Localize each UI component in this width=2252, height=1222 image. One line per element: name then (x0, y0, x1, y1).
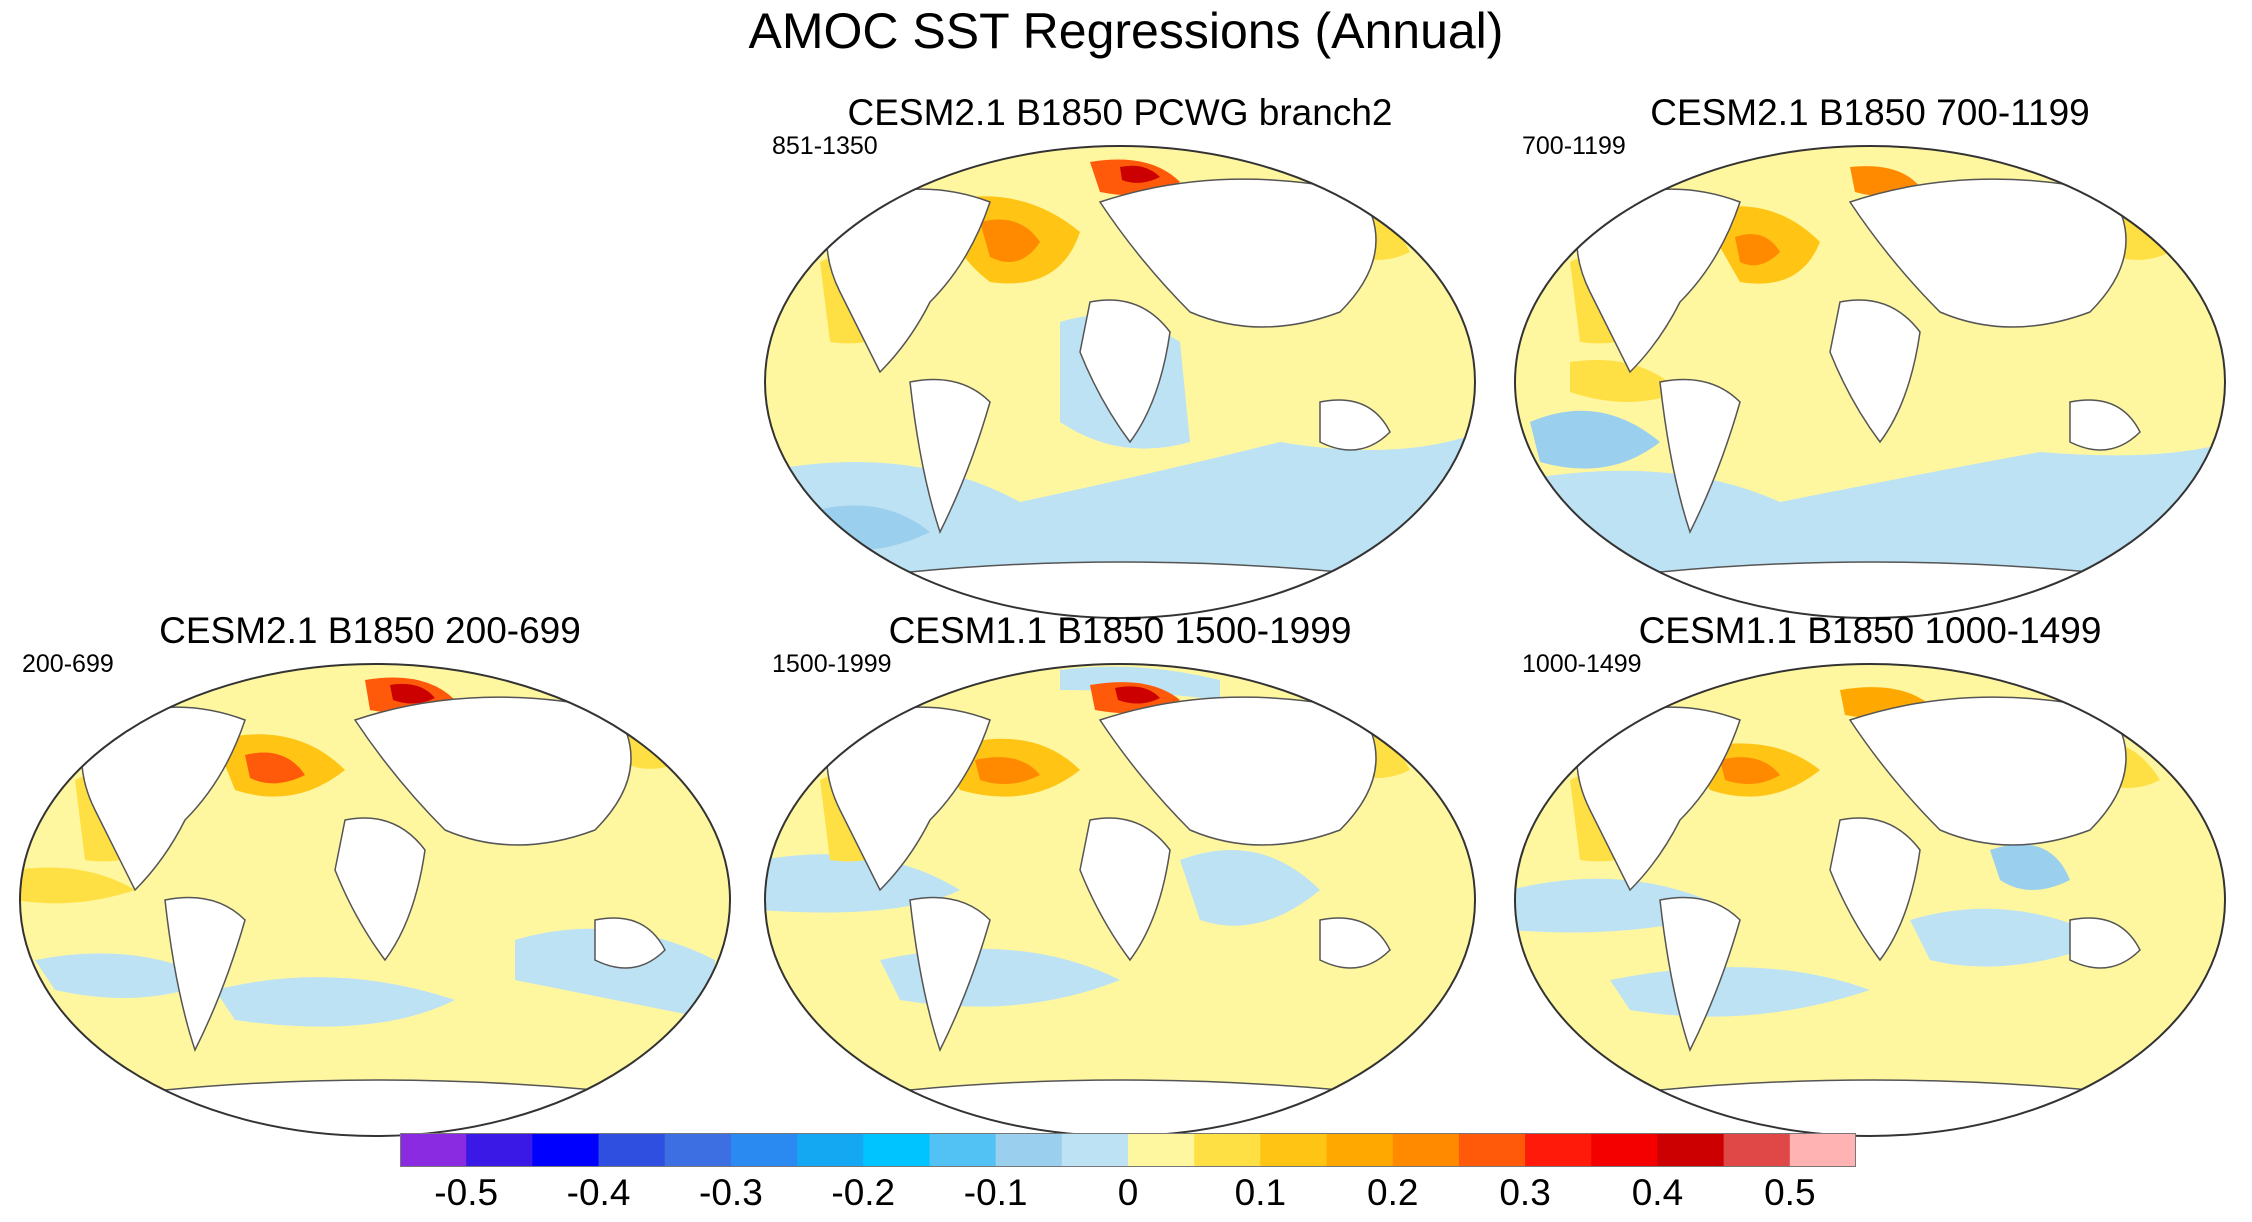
colorbar-swatch (1392, 1133, 1460, 1167)
panel-title: CESM1.1 B1850 1500-1999 (888, 610, 1352, 651)
map-panel-700-1199: CESM2.1 B1850 700-1199 700-1199 (1510, 92, 2230, 622)
sst-regression-map (19, 663, 731, 1137)
colorbar-tick-label: 0 (1117, 1172, 1139, 1213)
colorbar-tick-label: 0.5 (1764, 1172, 1816, 1213)
colorbar-tick-label: 0.4 (1631, 1172, 1684, 1213)
colorbar-swatch (797, 1133, 864, 1167)
panel-title: CESM2.1 B1850 200-699 (159, 610, 581, 651)
panel-title: CESM1.1 B1850 1000-1499 (1638, 610, 2102, 651)
colorbar-swatch (1194, 1133, 1261, 1167)
colorbar-swatch (1326, 1133, 1394, 1167)
panel-title: CESM2.1 B1850 PCWG branch2 (847, 92, 1393, 133)
colorbar-tick-label: 0.2 (1367, 1172, 1419, 1213)
panel-period-label: 851-1350 (772, 132, 878, 160)
colorbar-swatch (929, 1133, 997, 1167)
colorbar-tick-label: -0.4 (566, 1172, 631, 1213)
panel-period-label: 1000-1499 (1522, 650, 1642, 678)
colorbar-swatch (1723, 1133, 1791, 1167)
colorbar-tick-label: -0.1 (963, 1172, 1028, 1213)
sst-regression-map (764, 145, 1476, 619)
colorbar-labels: -0.5 -0.4 -0.3 -0.2 -0.1 0 0.1 0.2 0.3 0.4 0.5 (400, 1172, 1856, 1222)
colorbar-tick-label: -0.2 (831, 1172, 896, 1213)
colorbar-swatch (1591, 1133, 1658, 1167)
colorbar-swatch (1260, 1133, 1328, 1167)
colorbar-tick-label: -0.5 (434, 1172, 499, 1213)
colorbar-swatch (995, 1133, 1063, 1167)
sst-regression-map (1514, 145, 2226, 619)
colorbar-swatch (1061, 1133, 1129, 1167)
sst-regression-map (764, 663, 1476, 1137)
colorbar-swatch (1657, 1133, 1725, 1167)
colorbar (400, 1133, 1856, 1167)
panel-period-label: 700-1199 (1522, 132, 1626, 160)
colorbar-tick-label: 0.3 (1499, 1172, 1551, 1213)
panel-period-label: 200-699 (22, 650, 114, 678)
colorbar-swatch (1458, 1133, 1526, 1167)
sst-regression-map (1514, 663, 2226, 1137)
panel-period-label: 1500-1999 (772, 650, 892, 678)
map-panel-1500-1999: CESM1.1 B1850 1500-1999 1500-1999 (760, 610, 1480, 1140)
colorbar-swatch (466, 1133, 533, 1167)
colorbar-tick-label: 0.1 (1234, 1172, 1287, 1213)
colorbar-swatch (598, 1133, 666, 1167)
colorbar-swatch (532, 1133, 600, 1167)
colorbar-frame (400, 1133, 1856, 1167)
figure-title: AMOC SST Regressions (Annual) (748, 3, 1504, 59)
colorbar-swatch (1525, 1133, 1592, 1167)
colorbar-swatch (400, 1133, 467, 1167)
panel-title: CESM2.1 B1850 700-1199 (1650, 92, 2090, 133)
map-panel-200-699: CESM2.1 B1850 200-699 200-699 (10, 610, 731, 1140)
map-panel-pcwg-branch2: CESM2.1 B1850 PCWG branch2 851-1350 (760, 92, 1480, 622)
colorbar-swatch (863, 1133, 930, 1167)
colorbar-swatch (1789, 1133, 1856, 1167)
colorbar-tick-label: -0.3 (699, 1172, 763, 1213)
colorbar-swatch (730, 1133, 798, 1167)
colorbar-swatch (1128, 1133, 1195, 1167)
colorbar-swatch (664, 1133, 732, 1167)
map-panel-1000-1499: CESM1.1 B1850 1000-1499 1000-1499 (1510, 610, 2230, 1140)
